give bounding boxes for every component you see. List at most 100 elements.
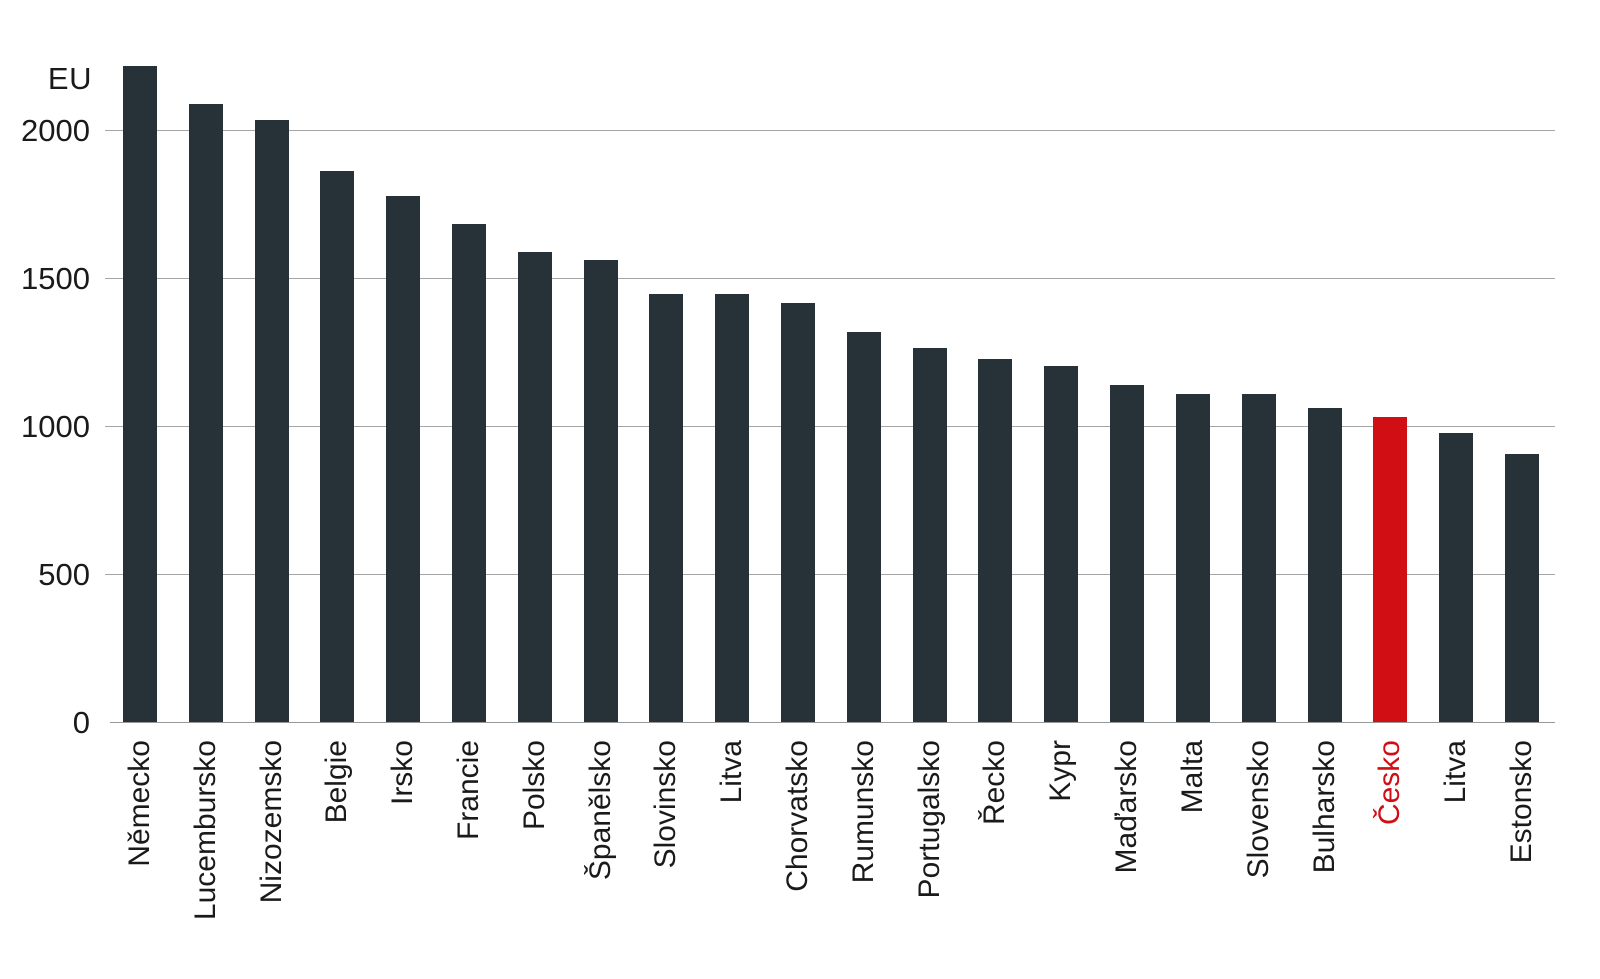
bar-malta [1175,394,1210,723]
y-axis-tick-label: 0 [72,705,90,740]
bar-slovensko [1241,394,1276,723]
x-axis-baseline [110,722,1555,723]
x-axis-label-cell: Česko [1357,723,1423,979]
x-axis-label-cell: Nizozemsko [239,723,305,979]
x-axis-label-cell: Lucembursko [173,723,239,979]
x-axis-label-malta: Malta [1175,740,1209,814]
x-axis-label-cell: Španělsko [568,723,634,979]
bar-slot [1292,0,1358,723]
bar-slot [963,0,1029,723]
bar-polsko [517,252,552,723]
x-axis-label-cell: Litva [699,723,765,979]
x-axis-label-belgie: Belgie [320,740,354,824]
x-axis-label-slovensko: Slovensko [1241,740,1275,879]
bar-francie [451,224,486,723]
bar-slovinsko [649,293,684,723]
bar-slot [304,0,370,723]
gridline-1500 [105,277,1555,279]
bar-litva [1439,432,1474,723]
x-axis-label-cell: Bulharsko [1292,723,1358,979]
bar-španělsko [583,259,618,723]
bar-slot [1160,0,1226,723]
x-axis-label-nizozemsko: Nizozemsko [254,740,288,904]
bar-irsko [386,195,421,723]
x-axis-label-cell: Malta [1160,723,1226,979]
bar-rumunsko [846,332,881,723]
bar-česko [1373,416,1408,723]
x-axis-label-lucembursko: Lucembursko [188,740,222,921]
y-axis-tick-label: 2000 [21,112,90,148]
x-axis-label-cell: Estonsko [1489,723,1555,979]
bar-slot [1489,0,1555,723]
x-axis-label-litva: Litva [1439,740,1473,804]
x-axis-label-polsko: Polsko [517,740,551,831]
bar-estonsko [1504,453,1539,723]
bar-slot [568,0,634,723]
x-axis-label-estonsko: Estonsko [1504,740,1538,864]
x-axis-label-řecko: Řecko [978,740,1012,826]
x-axis-label-německo: Německo [122,740,156,867]
bar-slot [1423,0,1489,723]
bar-bulharsko [1307,407,1342,723]
x-axis-label-francie: Francie [451,740,485,841]
x-axis-label-cell: Francie [436,723,502,979]
bar-německo [122,65,157,723]
bar-belgie [320,170,355,723]
gridline-500 [105,573,1555,575]
x-axis-label-česko: Česko [1373,740,1407,826]
bar-slot [897,0,963,723]
x-axis-label-irsko: Irsko [386,740,420,806]
y-axis-tick-label: 500 [38,556,90,592]
y-axis-unit-label: EU [47,61,92,96]
gridline-1000 [105,425,1555,427]
bar-litva [715,293,750,723]
x-axis-label-maďarsko: Maďarsko [1110,740,1144,874]
gridline-2000 [105,129,1555,131]
bar-slot [436,0,502,723]
x-axis-label-cell: Kypr [1028,723,1094,979]
x-axis-label-bulharsko: Bulharsko [1307,740,1341,874]
bar-slot [1357,0,1423,723]
x-axis-label-španělsko: Španělsko [583,740,617,881]
x-axis-label-kypr: Kypr [1044,740,1078,802]
x-axis-label-cell: Slovinsko [634,723,700,979]
bar-slot [173,0,239,723]
x-axis-label-cell: Německo [107,723,173,979]
bar-maďarsko [1110,385,1145,723]
x-axis-label-cell: Polsko [502,723,568,979]
x-axis-label-chorvatsko: Chorvatsko [781,740,815,892]
x-axis-label-cell: Irsko [370,723,436,979]
bar-lucembursko [188,104,223,723]
plot-area [105,0,1555,723]
bar-slot [1028,0,1094,723]
bar-slot [634,0,700,723]
bar-nizozemsko [254,120,289,723]
x-axis-label-cell: Belgie [304,723,370,979]
y-axis-tick-label: 1000 [21,408,90,444]
x-axis-label-cell: Litva [1423,723,1489,979]
bar-slot [502,0,568,723]
y-axis-tick-label: 1500 [21,260,90,296]
bar-řecko [978,358,1013,723]
x-axis-label-cell: Slovensko [1226,723,1292,979]
bar-slot [107,0,173,723]
bar-slot [239,0,305,723]
bar-portugalsko [912,348,947,723]
x-axis-label-cell: Portugalsko [897,723,963,979]
x-axis-label-litva: Litva [715,740,749,804]
x-axis-label-cell: Řecko [963,723,1029,979]
bar-slot [699,0,765,723]
bars-container [107,0,1555,723]
bar-slot [831,0,897,723]
x-axis-label-cell: Rumunsko [831,723,897,979]
x-axis-label-cell: Chorvatsko [765,723,831,979]
x-axis-label-slovinsko: Slovinsko [649,740,683,869]
bar-kypr [1044,366,1079,723]
x-axis-labels: Německo Lucembursko Nizozemsko Belgie Irsko F… [107,723,1555,979]
bar-slot [1094,0,1160,723]
bar-slot [370,0,436,723]
bar-chorvatsko [781,302,816,723]
x-axis-label-rumunsko: Rumunsko [846,740,880,884]
x-axis-label-cell: Maďarsko [1094,723,1160,979]
